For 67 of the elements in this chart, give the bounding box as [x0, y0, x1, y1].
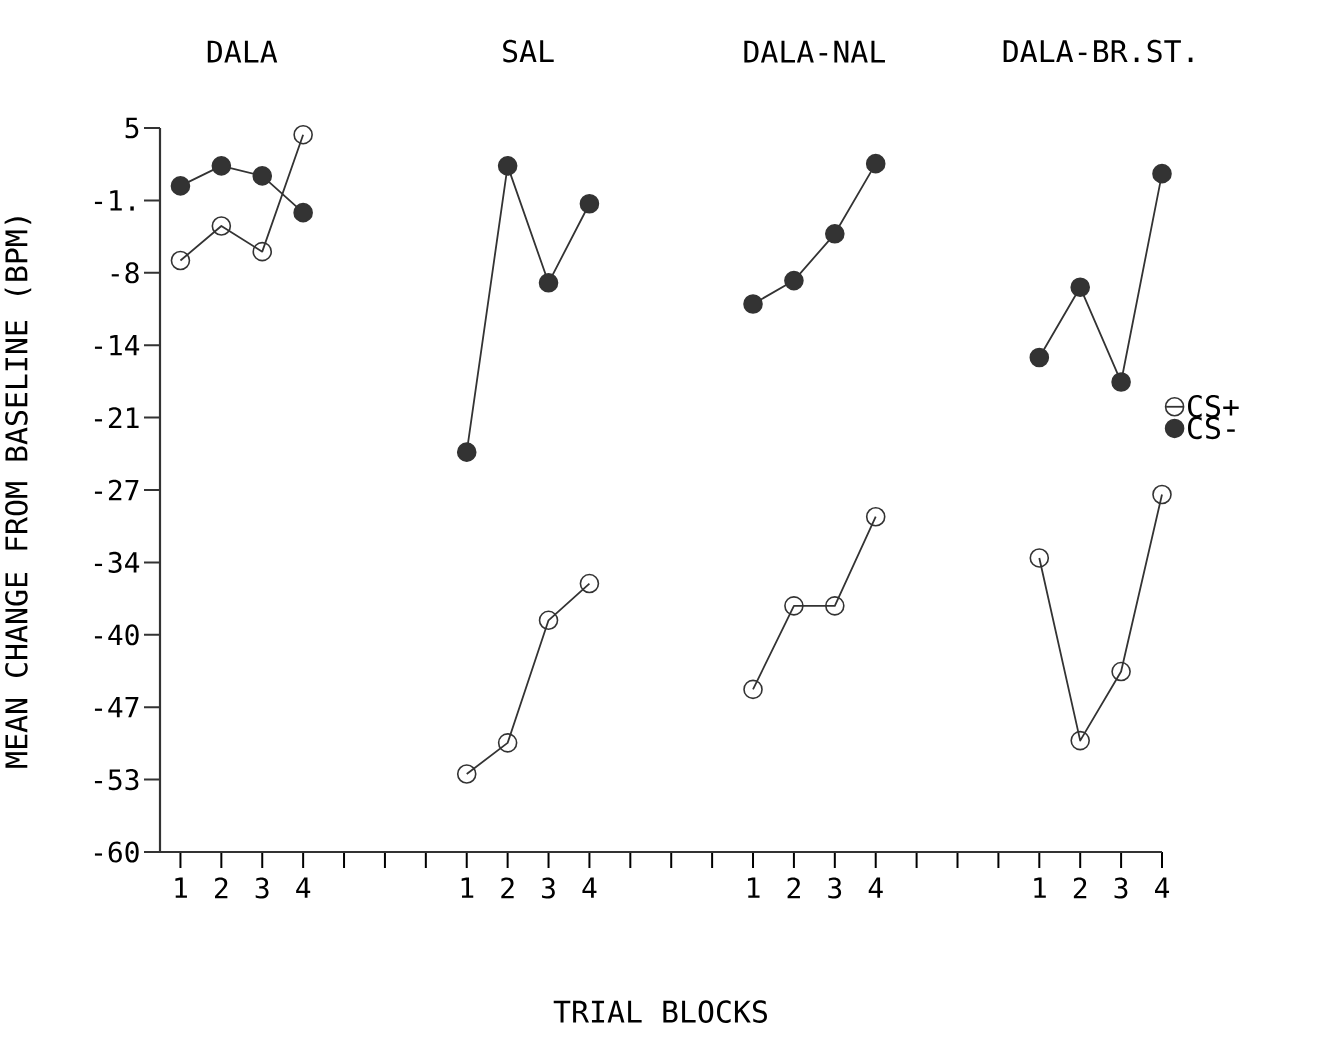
x-tick-label: 1 — [175, 877, 187, 898]
point — [211, 156, 232, 176]
y-tick-label: 5 — [125, 117, 139, 139]
point — [1029, 548, 1050, 568]
x-tick-label: 2 — [1073, 877, 1087, 899]
legend-label: CS+ — [1188, 394, 1239, 418]
point — [784, 596, 804, 616]
x-tick-label: 3 — [255, 877, 269, 899]
y-tick-label: -47 — [94, 697, 139, 718]
x-tick-label: 4 — [296, 877, 311, 898]
y-tick-label: -21 — [94, 407, 139, 428]
y-tick-label: -53 — [94, 769, 139, 791]
text: DALA-NAL — [744, 40, 885, 63]
point — [743, 294, 763, 314]
point — [1152, 484, 1172, 505]
text: DALA-BR.ST. — [1003, 39, 1193, 63]
x-tick-label: 1 — [747, 877, 760, 898]
point — [743, 679, 763, 700]
point — [211, 216, 232, 236]
point — [252, 166, 273, 186]
text: SAL — [503, 39, 554, 63]
point — [825, 224, 845, 244]
x-axis-title: TRIAL BLOCKS — [553, 1000, 767, 1023]
point — [1029, 347, 1050, 368]
point — [170, 176, 191, 196]
point — [579, 573, 600, 594]
y-tick-label: -1. — [94, 190, 134, 211]
point — [579, 193, 600, 214]
x-tick-label: 1 — [461, 877, 474, 898]
x-tick-label: 2 — [501, 877, 514, 899]
x-tick-label: 3 — [1114, 877, 1128, 899]
point — [456, 442, 477, 462]
point — [170, 250, 191, 271]
point — [784, 270, 804, 291]
point — [865, 153, 886, 174]
x-tick-label: 3 — [828, 877, 842, 899]
point — [538, 273, 559, 293]
y-tick-label: -8 — [111, 262, 139, 284]
point — [1111, 372, 1131, 392]
x-tick-label: 4 — [582, 877, 597, 898]
legend-label: CS- — [1188, 416, 1235, 440]
x-tick-label: 2 — [215, 877, 228, 899]
point — [293, 202, 313, 223]
point — [538, 610, 559, 631]
point — [1152, 163, 1172, 184]
y-tick-label: -34 — [94, 551, 140, 573]
y-tick-label: -14 — [94, 335, 140, 356]
point — [865, 506, 886, 527]
point — [252, 241, 273, 262]
y-tick-label: -60 — [94, 841, 139, 863]
x-tick-label: 1 — [1034, 877, 1046, 898]
y-tick-label: -27 — [94, 479, 139, 501]
point — [497, 733, 518, 753]
x-tick-label: 2 — [787, 877, 800, 899]
point — [1070, 730, 1090, 751]
text: DALA — [207, 40, 278, 63]
point — [293, 124, 313, 145]
point — [1111, 661, 1131, 682]
point — [825, 596, 845, 616]
point — [1070, 277, 1090, 298]
x-tick-label: 4 — [868, 877, 883, 898]
point — [456, 764, 477, 784]
x-tick-label: 4 — [1154, 877, 1170, 898]
x-tick-label: 3 — [541, 877, 555, 899]
point — [497, 156, 518, 176]
y-axis-title: MEAN CHANGE FROM BASELINE (BPM) — [4, 217, 32, 768]
y-tick-label: -40 — [94, 624, 139, 646]
